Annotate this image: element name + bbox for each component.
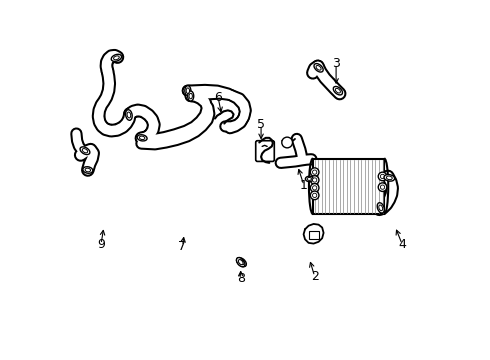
Circle shape: [378, 183, 387, 192]
Ellipse shape: [333, 86, 343, 95]
Ellipse shape: [238, 260, 243, 265]
Circle shape: [313, 193, 317, 198]
Ellipse shape: [139, 136, 145, 140]
Text: 1: 1: [300, 179, 308, 192]
Ellipse shape: [188, 91, 194, 101]
Text: 7: 7: [178, 240, 187, 253]
Ellipse shape: [379, 205, 383, 211]
Circle shape: [310, 184, 319, 192]
Circle shape: [313, 170, 317, 174]
Bar: [309, 231, 318, 239]
Ellipse shape: [384, 175, 394, 181]
Ellipse shape: [137, 135, 147, 141]
Ellipse shape: [305, 176, 313, 181]
Circle shape: [310, 191, 319, 200]
Circle shape: [380, 174, 385, 179]
Text: 2: 2: [311, 270, 319, 283]
Ellipse shape: [239, 260, 244, 265]
Ellipse shape: [377, 203, 384, 213]
Ellipse shape: [186, 88, 190, 94]
Ellipse shape: [189, 93, 193, 99]
Bar: [313, 158, 384, 214]
Circle shape: [378, 172, 387, 181]
Ellipse shape: [185, 86, 191, 96]
Text: 3: 3: [332, 57, 340, 71]
Ellipse shape: [316, 66, 321, 70]
Ellipse shape: [85, 168, 91, 172]
Ellipse shape: [127, 112, 131, 118]
Circle shape: [313, 186, 317, 190]
Circle shape: [310, 176, 319, 184]
Circle shape: [380, 185, 385, 189]
Ellipse shape: [387, 176, 392, 180]
Ellipse shape: [125, 110, 132, 120]
Ellipse shape: [114, 56, 119, 60]
Circle shape: [313, 178, 317, 182]
Ellipse shape: [335, 88, 341, 93]
Ellipse shape: [314, 64, 323, 72]
Ellipse shape: [111, 54, 122, 61]
Text: 6: 6: [214, 91, 222, 104]
Ellipse shape: [237, 258, 246, 267]
Text: 9: 9: [97, 238, 105, 251]
Text: 8: 8: [237, 272, 245, 285]
Ellipse shape: [237, 257, 245, 267]
Text: 5: 5: [257, 118, 265, 131]
Ellipse shape: [307, 177, 312, 180]
Circle shape: [310, 168, 319, 176]
Text: 4: 4: [398, 238, 406, 251]
Ellipse shape: [82, 149, 88, 153]
FancyBboxPatch shape: [256, 141, 274, 161]
Ellipse shape: [83, 167, 93, 173]
Ellipse shape: [80, 147, 90, 154]
Circle shape: [282, 137, 293, 148]
